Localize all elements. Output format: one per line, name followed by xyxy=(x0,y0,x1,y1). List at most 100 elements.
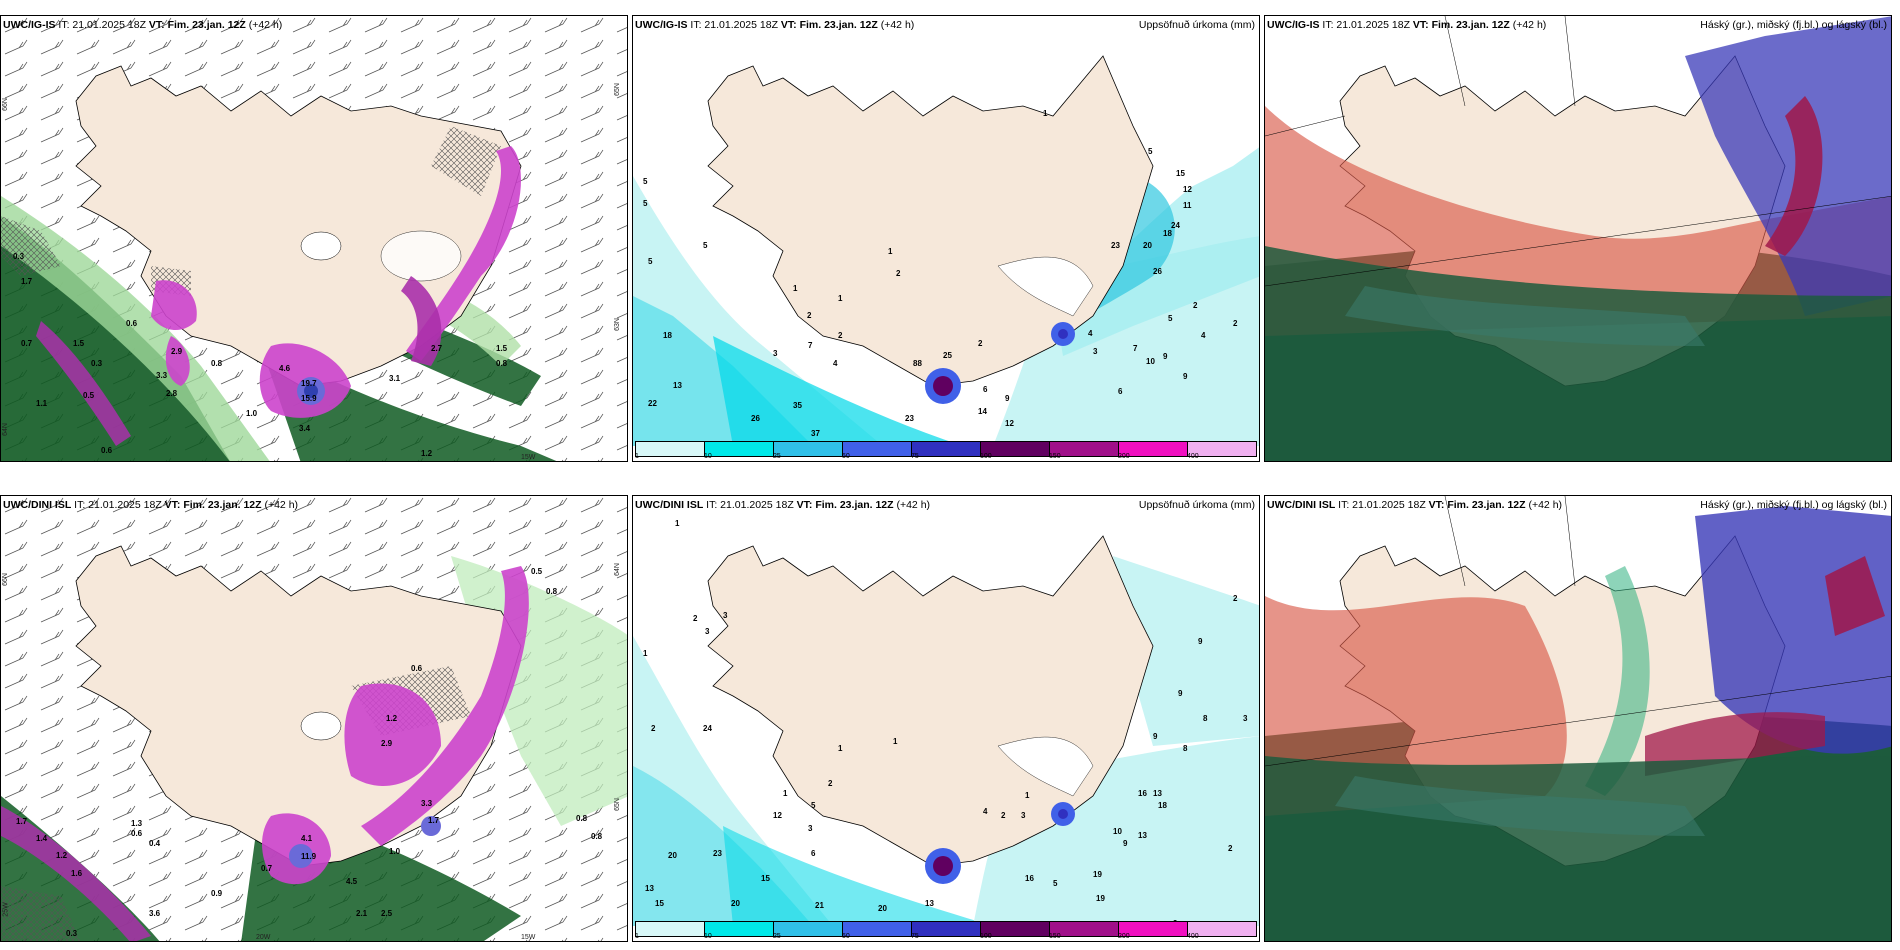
value-label: 5 xyxy=(643,177,648,186)
value-label: 5 xyxy=(1053,879,1058,888)
value-label: 5 xyxy=(703,241,708,250)
value-label: 15 xyxy=(761,874,770,883)
legend-swatch xyxy=(774,921,843,937)
value-label: 1.4 xyxy=(36,834,48,843)
value-label: 5 xyxy=(1148,147,1153,156)
value-label: 3.1 xyxy=(389,374,401,383)
colorbar-legend xyxy=(635,441,1257,459)
value-label: 18 xyxy=(1158,801,1167,810)
value-label: 20 xyxy=(731,899,740,908)
panel-subtitle: Uppsöfnuð úrkoma (mm) xyxy=(1138,499,1255,511)
value-label: 1 xyxy=(838,294,843,303)
value-label: 4 xyxy=(1201,331,1206,340)
value-label: 16 xyxy=(1025,874,1034,883)
lon-label: 15W xyxy=(521,454,536,461)
lat-label: 65N xyxy=(613,798,621,811)
value-label: 3 xyxy=(808,824,813,833)
precip-value-labels: 0.3 1.7 0.7 1.5 0.3 2.9 0.6 0.5 3.3 2.8 … xyxy=(13,252,508,458)
value-label: 0.6 xyxy=(101,446,113,455)
value-label: 0.7 xyxy=(21,339,33,348)
value-label: 23 xyxy=(905,414,914,423)
legend-swatch xyxy=(912,921,981,937)
legend-swatch xyxy=(981,441,1050,457)
value-label: 1.0 xyxy=(246,409,258,418)
lat-label: 63N xyxy=(613,318,621,331)
value-label: 2 xyxy=(1228,844,1233,853)
value-label: 0.6 xyxy=(411,664,423,673)
panel-accum-dini: 1 1 2 24 3 3 2 20 23 13 15 20 15 21 20 1… xyxy=(632,495,1260,942)
value-label: 3 xyxy=(1243,714,1248,723)
legend-label: 400 xyxy=(1187,453,1199,460)
lon-label: 20W xyxy=(256,934,271,941)
legend-swatch xyxy=(705,921,774,937)
value-label: 2 xyxy=(1233,594,1238,603)
value-label: 13 xyxy=(673,381,682,390)
legend-swatch xyxy=(1119,921,1188,937)
lat-label: 25W xyxy=(2,902,10,917)
value-label: 12 xyxy=(1005,419,1014,428)
value-label: 2.8 xyxy=(166,389,178,398)
value-label: 18 xyxy=(1163,229,1172,238)
value-label: 1 xyxy=(838,744,843,753)
value-label: 26 xyxy=(1153,267,1162,276)
value-label: 3 xyxy=(1021,811,1026,820)
panel-subtitle: Háský (gr.), miðský (fj.bl.) og lágský (… xyxy=(1700,19,1887,31)
value-label: 88 xyxy=(913,359,922,368)
value-label: 2.9 xyxy=(381,739,393,748)
legend-labels: 1 10 25 50 75 100 150 200 400 xyxy=(635,453,1257,461)
value-label: 6 xyxy=(983,385,988,394)
value-label: 0.3 xyxy=(13,252,25,261)
legend-label: 50 xyxy=(842,453,850,460)
value-label: 9 xyxy=(1005,394,1010,403)
legend-label: 25 xyxy=(773,453,781,460)
value-label: 1 xyxy=(675,519,680,528)
legend-swatch xyxy=(912,441,981,457)
value-label: 20 xyxy=(668,851,677,860)
panel-subtitle: Uppsöfnuð úrkoma (mm) xyxy=(1138,19,1255,31)
accum-precip-map: 1 1 2 24 3 3 2 20 23 13 15 20 15 21 20 1… xyxy=(633,496,1259,941)
value-label: 4 xyxy=(833,359,838,368)
lat-label: 66N xyxy=(1,98,9,111)
value-label: 0.7 xyxy=(261,864,273,873)
panel-title: UWC/DINI ISL IT: 21.01.2025 18Z VT: Fim.… xyxy=(1267,499,1563,511)
legend-label: 1 xyxy=(635,933,639,940)
value-label: 37 xyxy=(811,429,820,438)
legend-label: 100 xyxy=(980,453,992,460)
value-label: 3 xyxy=(1093,347,1098,356)
value-label: 6 xyxy=(1118,387,1123,396)
value-label: 4 xyxy=(983,807,988,816)
legend-label: 10 xyxy=(704,453,712,460)
lat-label: 65N xyxy=(613,83,621,96)
lon-label: 15W xyxy=(521,934,536,941)
value-label: 2 xyxy=(828,779,833,788)
value-label: 0.8 xyxy=(546,587,558,596)
legend-label: 200 xyxy=(1118,453,1130,460)
lat-label: 64N xyxy=(613,563,621,576)
value-label: 2 xyxy=(1193,301,1198,310)
value-label: 1 xyxy=(783,789,788,798)
legend-swatch xyxy=(635,441,705,457)
value-label: 1 xyxy=(888,247,893,256)
legend-label: 75 xyxy=(911,453,919,460)
lat-label: 64N xyxy=(1,423,9,436)
value-label: 12 xyxy=(773,811,782,820)
value-label: 35 xyxy=(793,401,802,410)
value-label: 5 xyxy=(643,199,648,208)
value-label: 2.7 xyxy=(431,344,443,353)
legend-swatch xyxy=(1050,921,1119,937)
value-label: 23 xyxy=(1111,241,1120,250)
value-label: 1.7 xyxy=(16,817,28,826)
value-label: 4.6 xyxy=(279,364,291,373)
value-label: 0.9 xyxy=(211,889,223,898)
legend-swatch xyxy=(774,441,843,457)
legend-label: 150 xyxy=(1049,453,1061,460)
value-label: 2 xyxy=(651,724,656,733)
value-label: 1.2 xyxy=(56,851,68,860)
legend-label: 150 xyxy=(1049,933,1061,940)
legend-label: 100 xyxy=(980,933,992,940)
legend-swatch xyxy=(635,921,705,937)
value-label: 7 xyxy=(1133,344,1138,353)
value-label: 1.1 xyxy=(36,399,48,408)
value-label: 4 xyxy=(1088,329,1093,338)
legend-swatch xyxy=(843,441,912,457)
